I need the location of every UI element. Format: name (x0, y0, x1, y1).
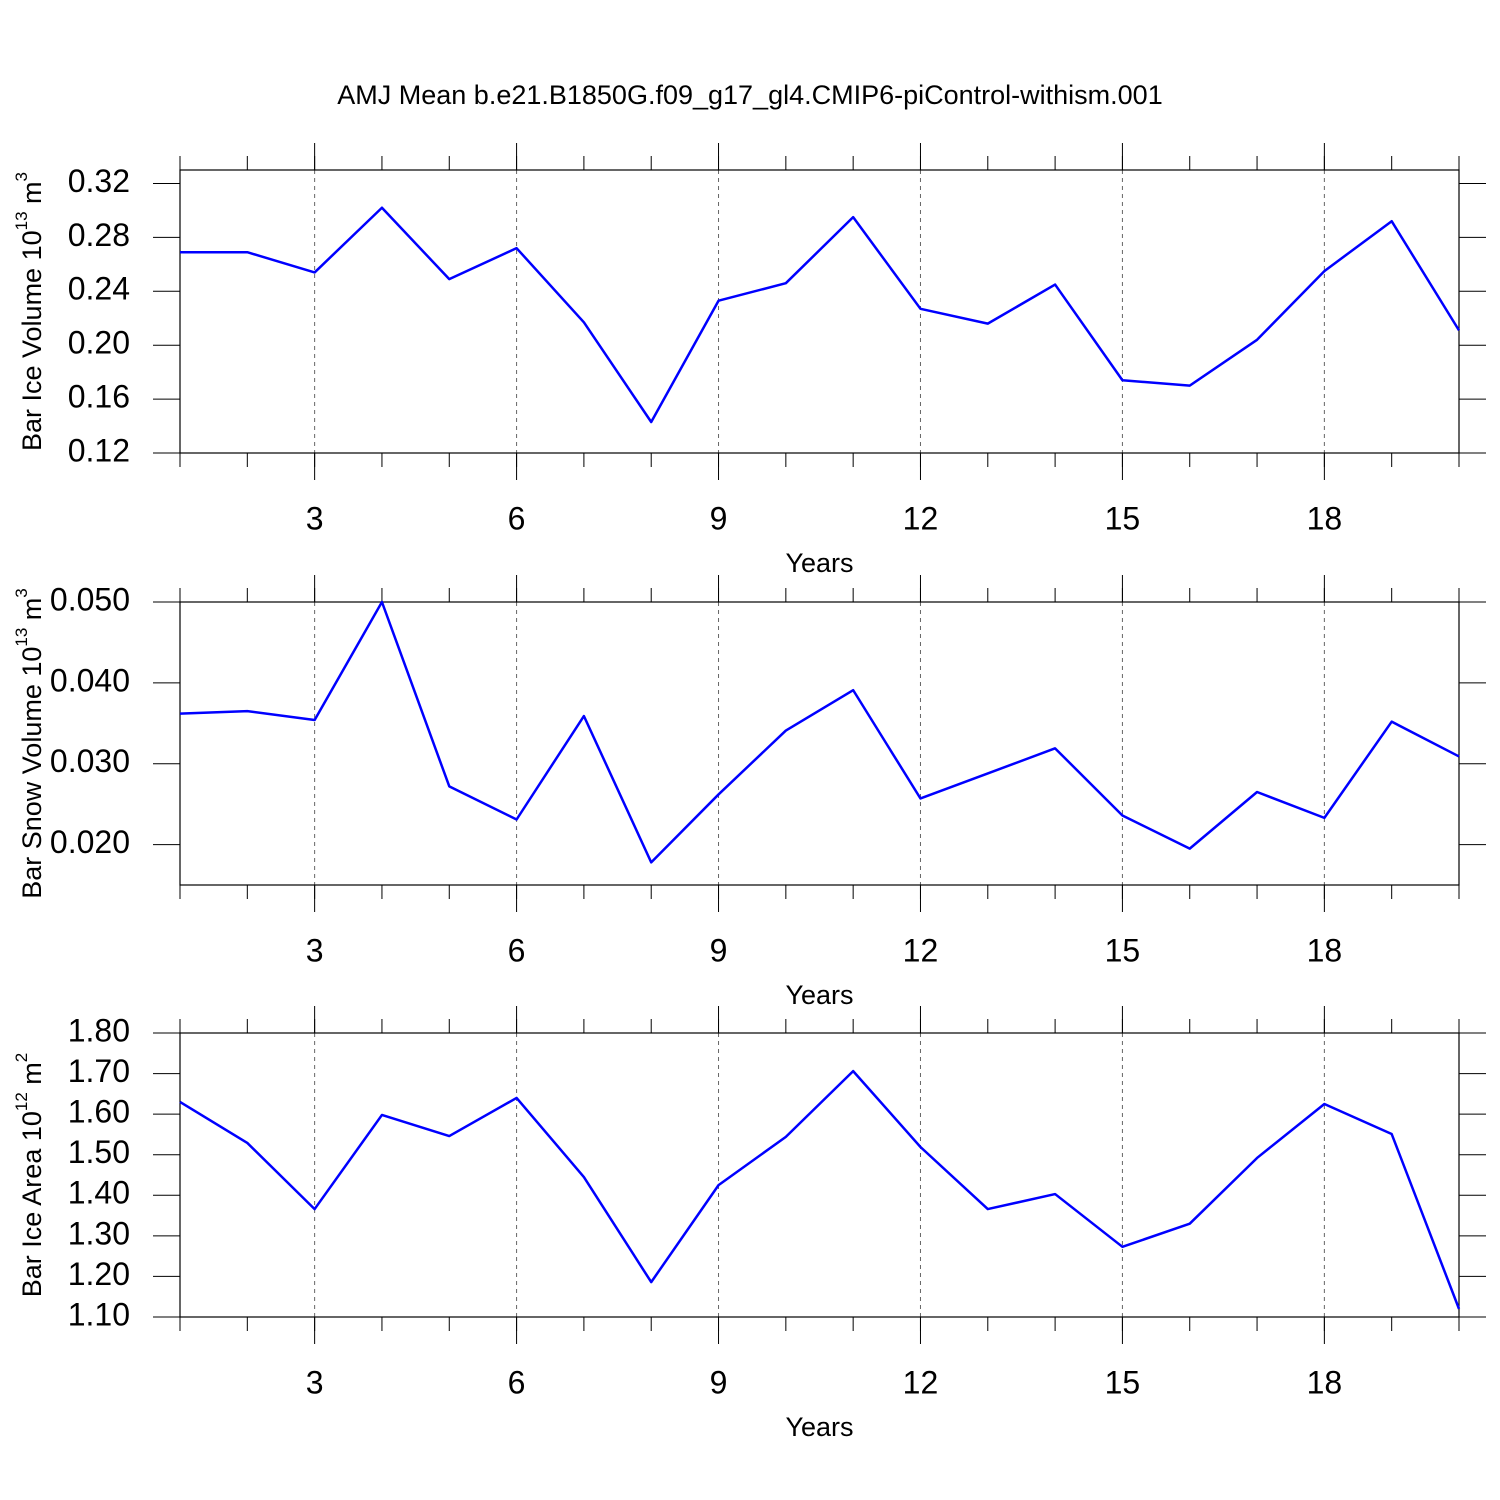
y-axis-label-superscript: 12 (12, 1092, 31, 1111)
x-tick-label: 12 (903, 500, 939, 536)
y-tick-label: 1.50 (68, 1134, 130, 1170)
y-tick-label: 0.28 (68, 217, 130, 253)
plot-frame (179, 1032, 1460, 1318)
y-axis-label-superscript: 13 (12, 211, 31, 230)
x-tick-label: 9 (710, 500, 728, 536)
x-tick-label: 18 (1307, 1364, 1343, 1400)
data-line (179, 1069, 1461, 1310)
x-tick-label: 3 (306, 1364, 324, 1400)
plot-frame (179, 601, 1460, 886)
x-tick-label: 3 (306, 500, 324, 536)
x-tick-label: 6 (508, 1364, 526, 1400)
x-axis-label: Years (785, 1412, 853, 1442)
plot-frame (179, 169, 1460, 454)
y-axis-label-part: m (17, 598, 47, 628)
y-tick-label: 1.30 (68, 1215, 130, 1251)
x-tick-label: 6 (508, 932, 526, 968)
x-tick-label: 6 (508, 500, 526, 536)
y-axis-label-superscript: 3 (12, 172, 31, 181)
data-line (179, 600, 1460, 864)
y-tick-label: 0.020 (50, 824, 130, 860)
y-tick-label: 1.20 (68, 1256, 130, 1292)
y-axis-label-part: Bar Snow Volume 10 (17, 647, 47, 899)
y-tick-label: 0.040 (50, 662, 130, 698)
x-tick-label: 15 (1105, 500, 1141, 536)
y-axis-label-superscript: 13 (12, 628, 31, 647)
y-tick-label: 1.70 (68, 1053, 130, 1089)
y-axis-label: Bar Ice Area 1012 m2 (12, 1053, 47, 1298)
y-axis-label-part: Bar Ice Area 10 (17, 1111, 47, 1297)
x-tick-label: 15 (1105, 1364, 1141, 1400)
x-tick-label: 18 (1307, 500, 1343, 536)
y-tick-label: 1.40 (68, 1175, 130, 1211)
x-axis-label: Years (785, 980, 853, 1010)
y-axis-label-part: m (17, 181, 47, 211)
y-axis-label-superscript: 3 (12, 588, 31, 597)
x-tick-label: 12 (903, 1364, 939, 1400)
y-tick-label: 0.16 (68, 379, 130, 415)
y-tick-label: 0.32 (68, 163, 130, 199)
x-tick-label: 12 (903, 932, 939, 968)
y-axis-label-part: m (17, 1062, 47, 1092)
x-tick-label: 9 (710, 1364, 728, 1400)
y-axis-label: Bar Snow Volume 1013 m3 (12, 588, 47, 899)
y-axis-label-part: Bar Ice Volume 10 (17, 230, 47, 451)
y-tick-label: 0.20 (68, 325, 130, 361)
x-tick-label: 18 (1307, 932, 1343, 968)
y-tick-label: 1.60 (68, 1094, 130, 1130)
y-tick-label: 0.12 (68, 432, 130, 468)
y-tick-label: 1.80 (68, 1012, 130, 1048)
x-tick-label: 9 (710, 932, 728, 968)
data-line (180, 206, 1461, 424)
chart-title: AMJ Mean b.e21.B1850G.f09_g17_gl4.CMIP6-… (337, 80, 1162, 110)
y-tick-label: 1.10 (68, 1296, 130, 1332)
y-tick-label: 0.050 (50, 581, 130, 617)
x-tick-label: 3 (306, 932, 324, 968)
y-axis-label-superscript: 2 (12, 1053, 31, 1062)
y-axis-label: Bar Ice Volume 1013 m3 (12, 172, 47, 451)
y-tick-label: 0.030 (50, 743, 130, 779)
x-tick-label: 15 (1105, 932, 1141, 968)
y-tick-label: 0.24 (68, 271, 130, 307)
x-axis-label: Years (785, 548, 853, 578)
